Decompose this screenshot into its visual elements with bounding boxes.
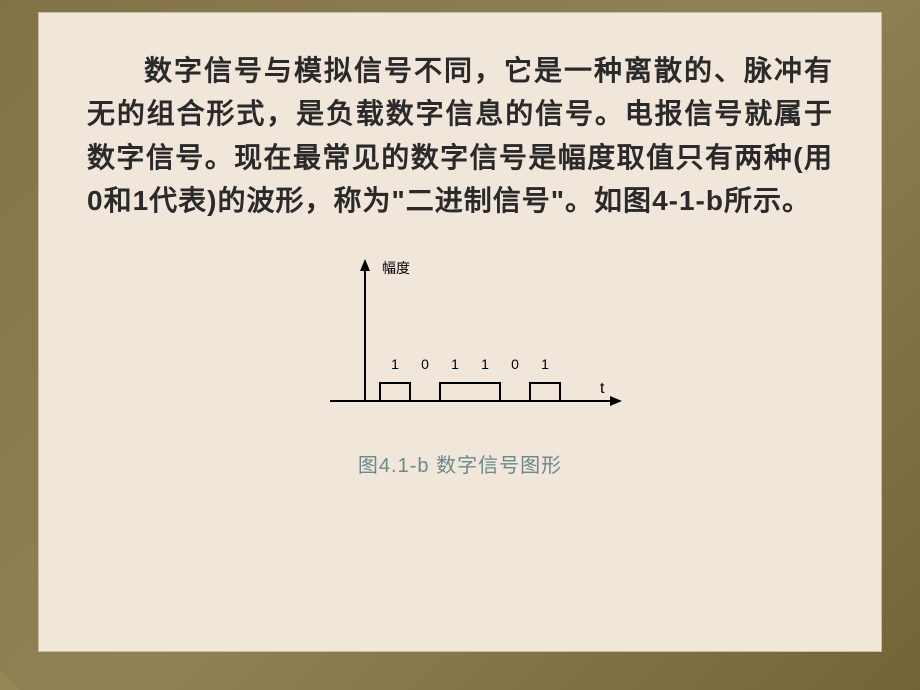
digital-signal-chart: 幅度 t 1 0 1 1 0 1 xyxy=(270,251,650,431)
svg-text:1: 1 xyxy=(481,356,489,372)
paragraph-text: 数字信号与模拟信号不同，它是一种离散的、脉冲有无的组合形式，是负载数字信息的信号… xyxy=(87,49,833,223)
svg-text:1: 1 xyxy=(391,356,399,372)
content-panel: 数字信号与模拟信号不同，它是一种离散的、脉冲有无的组合形式，是负载数字信息的信号… xyxy=(38,12,882,652)
figure-caption: 图4.1-b 数字信号图形 xyxy=(358,449,562,478)
svg-text:0: 0 xyxy=(421,356,429,372)
slide-frame: 数字信号与模拟信号不同，它是一种离散的、脉冲有无的组合形式，是负载数字信息的信号… xyxy=(0,0,920,690)
svg-text:1: 1 xyxy=(541,356,549,372)
svg-text:0: 0 xyxy=(511,356,519,372)
svg-text:1: 1 xyxy=(451,356,459,372)
svg-text:幅度: 幅度 xyxy=(382,261,410,277)
svg-text:t: t xyxy=(600,380,605,397)
figure: 幅度 t 1 0 1 1 0 1 图4.1-b 数字信号图形 xyxy=(87,251,833,478)
